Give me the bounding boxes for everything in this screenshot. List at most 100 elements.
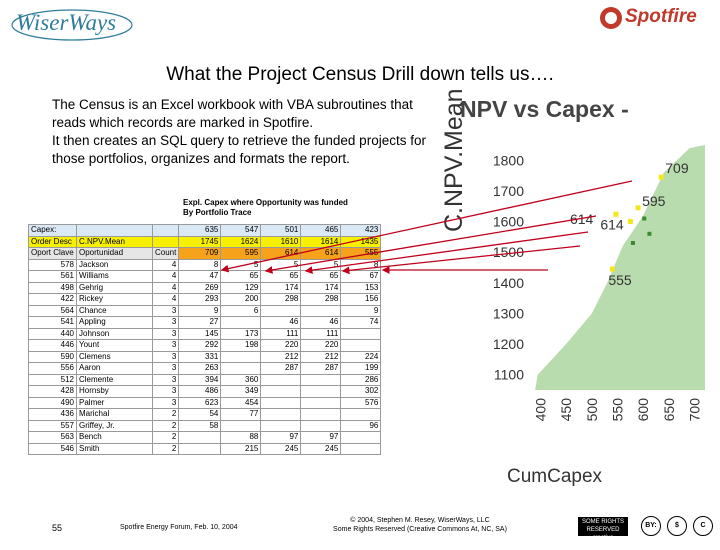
- capex-value: 501: [260, 224, 302, 237]
- order-label: Order Desc: [28, 235, 77, 248]
- table-cell: 111: [300, 327, 342, 340]
- table-cell: 174: [260, 281, 302, 294]
- table-cell: 3: [151, 362, 180, 375]
- table-cell: [300, 304, 342, 317]
- table-cell: 46: [300, 316, 342, 329]
- table-cell: [340, 431, 382, 444]
- creative-commons-badge[interactable]: SOME RIGHTS RESERVED creative commons: [578, 517, 628, 549]
- table-cell: [260, 396, 302, 409]
- spotfire-mark-icon: [600, 7, 622, 29]
- table-row-order: Order Desc C.NPV.Mean 1745 1624 1610 1614 1435: [28, 235, 382, 248]
- point-label: 595: [642, 193, 666, 209]
- table-cell: 212: [300, 350, 342, 363]
- table-cell: [260, 385, 302, 398]
- table-cell: Bench: [76, 431, 153, 444]
- table-cell: 198: [220, 339, 262, 352]
- table-cell: 173: [220, 327, 262, 340]
- table-cell: 224: [340, 350, 382, 363]
- table-cell: [340, 442, 382, 455]
- table-cell: 3: [151, 316, 180, 329]
- table-cell: 563: [28, 431, 77, 444]
- table-cell: 269: [178, 281, 222, 294]
- header-portfolio-total: 709: [178, 247, 222, 260]
- table-cell: 4: [151, 270, 180, 283]
- copyright-line-2: Some Rights Reserved (Creative Commons A…: [333, 526, 507, 533]
- point-label: 555: [608, 272, 632, 288]
- table-cell: [178, 431, 222, 444]
- table-cell: 88: [220, 431, 262, 444]
- table-cell: 58: [178, 419, 222, 432]
- table-cell: 5: [260, 258, 302, 271]
- table-cell: 245: [260, 442, 302, 455]
- x-tick-label: 500: [584, 398, 600, 422]
- table-cell: [151, 224, 180, 237]
- header-portfolio-total: 595: [220, 247, 262, 260]
- header-oportunidad: Oportunidad: [76, 247, 153, 260]
- chart-x-axis-label: CumCapex: [507, 466, 603, 487]
- table-cell: Gehrig: [76, 281, 153, 294]
- header-count: Count: [151, 247, 180, 260]
- table-cell: 27: [178, 316, 222, 329]
- point-label: 709: [665, 160, 689, 176]
- npv-value: 1624: [220, 235, 262, 248]
- table-cell: 97: [260, 431, 302, 444]
- table-cell: 2: [151, 419, 180, 432]
- table-cell: 6: [220, 304, 262, 317]
- table-cell: 220: [300, 339, 342, 352]
- table-cell: Palmer: [76, 396, 153, 409]
- highlight-point: [627, 219, 633, 225]
- table-cell: 2: [151, 442, 180, 455]
- y-tick-label: 1300: [493, 305, 524, 321]
- highlight-point: [635, 205, 641, 211]
- x-tick-label: 400: [532, 398, 548, 422]
- npv-value: 1610: [260, 235, 302, 248]
- npv-value: 1745: [178, 235, 222, 248]
- table-cell: Jackson: [76, 258, 153, 271]
- y-tick-label: 1500: [493, 244, 524, 260]
- table-cell: Clemente: [76, 373, 153, 386]
- table-cell: 292: [178, 339, 222, 352]
- table-cell: 498: [28, 281, 77, 294]
- table-cell: [300, 396, 342, 409]
- table-cell: [340, 408, 382, 421]
- table-header-row: Oport Clave Oportunidad Count 709 595 614 614 5…: [28, 247, 382, 260]
- table-cell: Appling: [76, 316, 153, 329]
- table-cell: [340, 339, 382, 352]
- table-row: 563 Bench 2 88 97 97: [28, 431, 382, 444]
- table-cell: 576: [340, 396, 382, 409]
- table-cell: Smith: [76, 442, 153, 455]
- table-cell: 65: [220, 270, 262, 283]
- table-cell: 212: [260, 350, 302, 363]
- body-text: The Census is an Excel workbook with VBA…: [52, 96, 432, 168]
- table-row-capex: Capex: 635 547 501 465 423: [28, 224, 382, 237]
- page-number: 55: [52, 523, 63, 533]
- footer-forum: Spotfire Energy Forum, Feb. 10, 2004: [120, 524, 238, 531]
- table-cell: Yount: [76, 339, 153, 352]
- table-row: 541 Appling 3 27 46 46 74: [28, 316, 382, 329]
- table-cell: 287: [260, 362, 302, 375]
- capex-value: 423: [340, 224, 382, 237]
- table-cell: 454: [220, 396, 262, 409]
- npv-value: 1435: [340, 235, 382, 248]
- table-cell: 578: [28, 258, 77, 271]
- table-cell: [260, 304, 302, 317]
- table-cell: 486: [178, 385, 222, 398]
- table-cell: 77: [220, 408, 262, 421]
- table-cell: 360: [220, 373, 262, 386]
- table-cell: 331: [178, 350, 222, 363]
- table-cell: 46: [260, 316, 302, 329]
- table-row: 440 Johnson 3 145 173 111 111: [28, 327, 382, 340]
- table-cell: 215: [220, 442, 262, 455]
- table-cell: 394: [178, 373, 222, 386]
- table-cell: 2: [151, 408, 180, 421]
- capex-label: Capex:: [28, 224, 77, 237]
- scatter-chart: 1100 1200 1300 1400 1500 1600 1700 1800 400 450 50…: [493, 145, 705, 422]
- table-row: 436 Marichal 2 54 77: [28, 408, 382, 421]
- table-cell: [220, 350, 262, 363]
- header-oport-clave: Oport Clave: [28, 247, 77, 260]
- table-row: 557 Griffey, Jr. 2 58 96: [28, 419, 382, 432]
- table-cell: [220, 362, 262, 375]
- cc-by-icon: BY:: [641, 516, 661, 536]
- table-cell: 4: [151, 281, 180, 294]
- table-cell: [260, 408, 302, 421]
